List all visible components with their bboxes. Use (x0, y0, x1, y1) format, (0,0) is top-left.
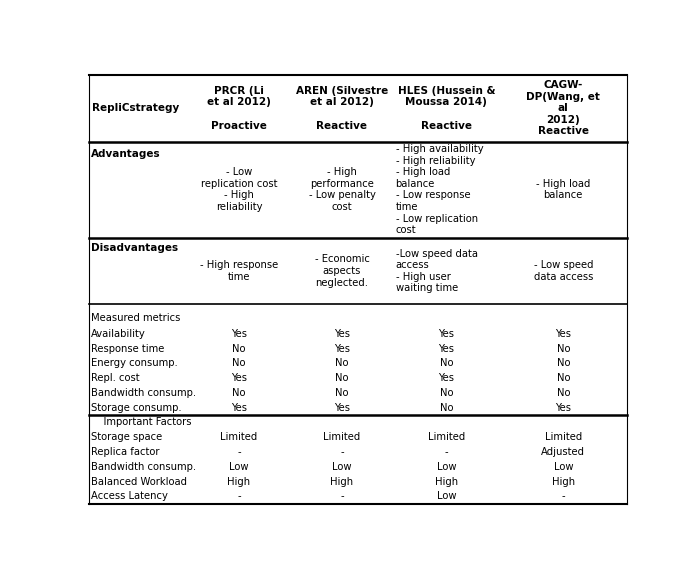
Text: -: - (340, 447, 344, 457)
Text: High: High (331, 477, 354, 487)
Text: - Low speed
data access: - Low speed data access (533, 260, 593, 282)
Text: Yes: Yes (334, 402, 350, 413)
Text: Yes: Yes (438, 373, 454, 383)
Text: High: High (227, 477, 251, 487)
Text: Limited: Limited (324, 432, 361, 442)
Text: Yes: Yes (334, 329, 350, 339)
Text: -: - (445, 447, 448, 457)
Text: No: No (232, 359, 246, 368)
Text: - Low
replication cost
- High
reliability: - Low replication cost - High reliabilit… (201, 167, 278, 212)
Text: Yes: Yes (438, 329, 454, 339)
Text: No: No (336, 388, 349, 398)
Text: Repl. cost: Repl. cost (91, 373, 140, 383)
Text: Yes: Yes (231, 402, 247, 413)
Text: Replica factor: Replica factor (91, 447, 159, 457)
Text: Access Latency: Access Latency (91, 491, 168, 502)
Text: Low: Low (332, 462, 352, 472)
Text: Yes: Yes (555, 329, 571, 339)
Text: Yes: Yes (334, 344, 350, 353)
Text: No: No (232, 344, 246, 353)
Text: Storage space: Storage space (91, 432, 162, 442)
Text: Yes: Yes (555, 402, 571, 413)
Text: AREN (Silvestre
et al 2012)

Reactive: AREN (Silvestre et al 2012) Reactive (296, 86, 388, 131)
Text: -: - (237, 491, 241, 502)
Text: Limited: Limited (545, 432, 582, 442)
Text: High: High (435, 477, 458, 487)
Text: Availability: Availability (91, 329, 146, 339)
Text: Storage consump.: Storage consump. (91, 402, 182, 413)
Text: - High response
time: - High response time (200, 260, 278, 282)
Text: Disadvantages: Disadvantages (91, 243, 178, 253)
Text: - Economic
aspects
neglected.: - Economic aspects neglected. (315, 254, 370, 287)
Text: No: No (556, 373, 570, 383)
Text: HLES (Hussein &
Moussa 2014)

Reactive: HLES (Hussein & Moussa 2014) Reactive (398, 86, 495, 131)
Text: Measured metrics: Measured metrics (91, 314, 180, 323)
Text: Low: Low (229, 462, 249, 472)
Text: -Low speed data
access
- High user
waiting time: -Low speed data access - High user waiti… (396, 249, 477, 294)
Text: No: No (556, 388, 570, 398)
Text: Low: Low (436, 491, 456, 502)
Text: Low: Low (554, 462, 573, 472)
Text: Yes: Yes (231, 373, 247, 383)
Text: Yes: Yes (231, 329, 247, 339)
Text: Important Factors: Important Factors (91, 417, 192, 428)
Text: No: No (440, 359, 453, 368)
Text: Limited: Limited (428, 432, 465, 442)
Text: Energy consump.: Energy consump. (91, 359, 178, 368)
Text: Balanced Workload: Balanced Workload (91, 477, 187, 487)
Text: Response time: Response time (91, 344, 164, 353)
Text: No: No (440, 388, 453, 398)
Text: Yes: Yes (438, 344, 454, 353)
Text: Limited: Limited (220, 432, 258, 442)
Text: Advantages: Advantages (91, 149, 161, 159)
Text: High: High (552, 477, 575, 487)
Text: No: No (556, 344, 570, 353)
Text: - High load
balance: - High load balance (536, 179, 591, 201)
Text: -: - (237, 447, 241, 457)
Text: No: No (232, 388, 246, 398)
Text: - High
performance
- Low penalty
cost: - High performance - Low penalty cost (308, 167, 375, 212)
Text: Adjusted: Adjusted (541, 447, 585, 457)
Text: No: No (336, 359, 349, 368)
Text: -: - (561, 491, 565, 502)
Text: -: - (340, 491, 344, 502)
Text: - High availability
- High reliability
- High load
balance
- Low response
time
-: - High availability - High reliability -… (396, 144, 483, 235)
Text: No: No (556, 359, 570, 368)
Text: CAGW-
DP(Wang, et
al
2012)
Reactive: CAGW- DP(Wang, et al 2012) Reactive (526, 80, 600, 136)
Text: Bandwidth consump.: Bandwidth consump. (91, 462, 196, 472)
Text: Low: Low (436, 462, 456, 472)
Text: Bandwidth consump.: Bandwidth consump. (91, 388, 196, 398)
Text: PRCR (Li
et al 2012)

Proactive: PRCR (Li et al 2012) Proactive (207, 86, 271, 131)
Text: RepliCstrategy: RepliCstrategy (92, 103, 179, 113)
Text: No: No (336, 373, 349, 383)
Text: No: No (440, 402, 453, 413)
